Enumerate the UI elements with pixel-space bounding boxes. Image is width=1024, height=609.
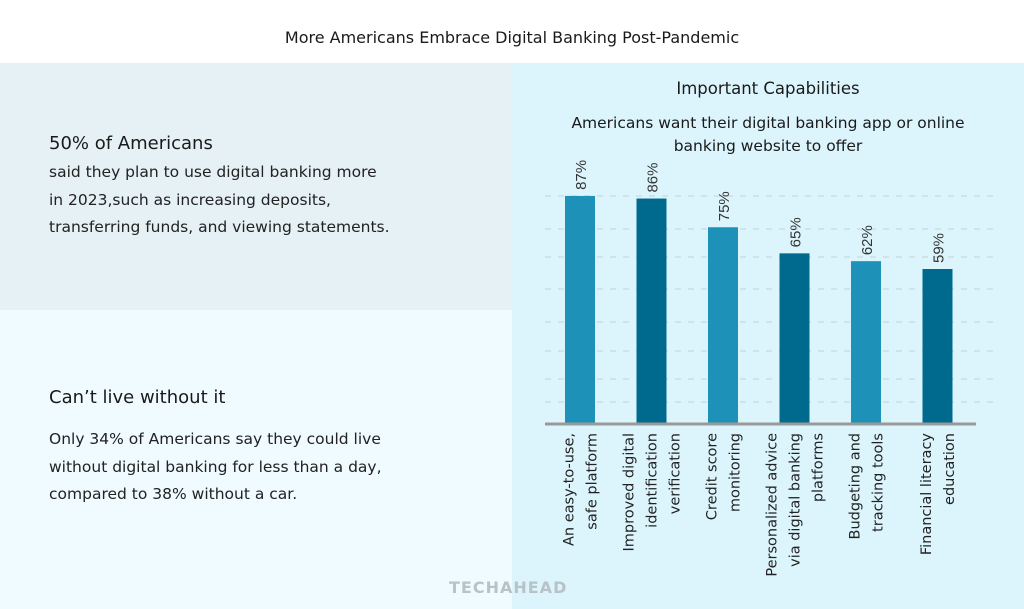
car-heading: Can’t live without it — [49, 387, 226, 408]
category-label: tracking tools — [871, 433, 887, 532]
category-label: Personalized advice — [765, 433, 781, 577]
bar — [851, 261, 881, 423]
bar — [636, 198, 667, 423]
techahead-logo: TECHAHEAD — [449, 578, 568, 597]
chart-title: Important Capabilities — [676, 79, 860, 98]
stat-line: transferring funds, and viewing statemen… — [49, 218, 390, 236]
category-label: platforms — [811, 433, 827, 502]
stat-panel — [0, 63, 512, 310]
subtitle-line: banking website to offer — [673, 137, 863, 155]
data-label: 62% — [859, 225, 876, 255]
car-line: Only 34% of Americans say they could liv… — [49, 430, 381, 448]
stat-text: said they plan to use digital banking mo… — [49, 159, 390, 242]
category-label: monitoring — [728, 433, 744, 512]
category-label: Credit score — [705, 433, 721, 520]
bar — [565, 195, 595, 423]
bar — [779, 253, 810, 423]
category-label: identification — [645, 433, 661, 528]
bar — [922, 269, 953, 423]
category-label: education — [942, 433, 958, 505]
chart-subtitle: Americans want their digital banking app… — [540, 112, 996, 158]
category-label: Budgeting and — [848, 433, 864, 539]
category-label: verification — [668, 433, 684, 514]
data-label: 87% — [573, 160, 590, 190]
stat-heading: 50% of Americans — [49, 133, 213, 154]
category-label: Financial literacy — [919, 433, 935, 556]
data-label: 65% — [788, 217, 805, 247]
data-label: 86% — [645, 163, 662, 193]
car-line: without digital banking for less than a … — [49, 457, 382, 476]
stat-line: in 2023,such as increasing deposits, — [49, 190, 331, 209]
category-label: An easy-to-use, — [562, 433, 578, 546]
data-label: 75% — [716, 191, 733, 221]
category-label: safe platform — [585, 433, 601, 530]
data-label: 59% — [931, 233, 948, 263]
stat-line: said they plan to use digital banking mo… — [49, 163, 377, 181]
car-panel — [0, 310, 512, 609]
category-label: Improved digital — [622, 433, 638, 552]
page-title: More Americans Embrace Digital Banking P… — [0, 0, 1024, 63]
category-label: via digital banking — [788, 433, 804, 567]
car-line: compared to 38% without a car. — [49, 485, 298, 503]
subtitle-line: Americans want their digital banking app… — [571, 114, 965, 132]
car-text: Only 34% of Americans say they could liv… — [49, 426, 382, 509]
bar — [708, 227, 738, 423]
